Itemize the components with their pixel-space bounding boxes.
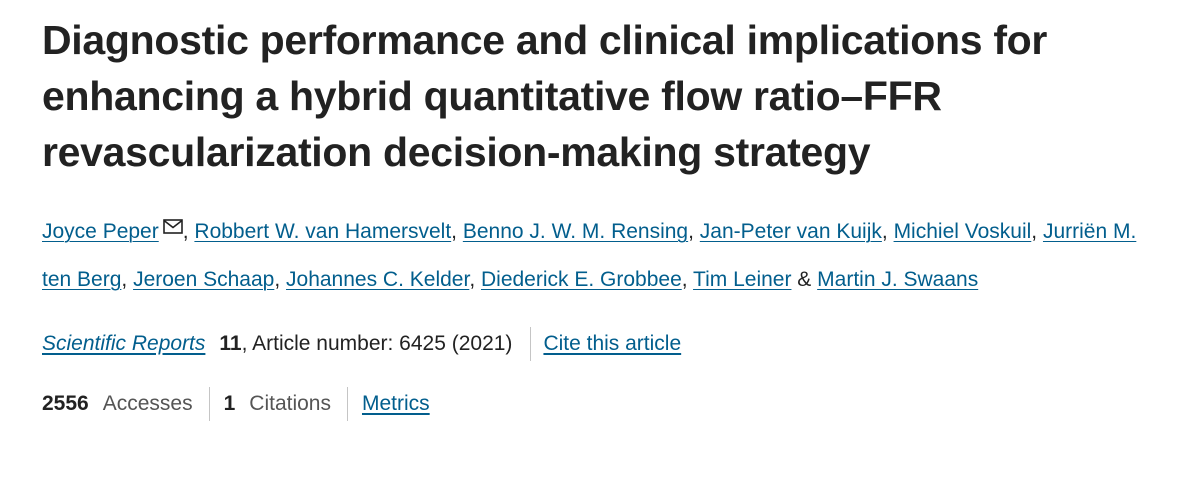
citations-count: 1 xyxy=(223,392,236,415)
mail-icon[interactable] xyxy=(162,219,183,234)
author-separator: , xyxy=(182,220,195,243)
divider xyxy=(208,387,210,421)
author-list: Joyce Peper, Robbert W. van Hamersvelt, … xyxy=(42,208,1162,303)
author-link-johannes-kelder[interactable]: Johannes C. Kelder xyxy=(286,267,470,291)
cite-this-article-link[interactable]: Cite this article xyxy=(543,332,682,355)
author-separator: , xyxy=(274,267,287,291)
author-link-diederick-grobbee[interactable]: Diederick E. Grobbee xyxy=(480,267,682,291)
article-title: Diagnostic performance and clinical impl… xyxy=(42,17,1048,175)
author-link-martin-swaans[interactable]: Martin J. Swaans xyxy=(817,267,979,291)
author-separator: , xyxy=(469,267,481,291)
article-number: , Article number: 6425 (2021) xyxy=(241,332,513,355)
journal-link[interactable]: Scientific Reports xyxy=(42,332,206,355)
author-link-jeroen-schaap[interactable]: Jeroen Schaap xyxy=(133,267,275,291)
author-link-michiel-voskuil[interactable]: Michiel Voskuil xyxy=(893,220,1032,243)
article-header: Diagnostic performance and clinical impl… xyxy=(42,12,1162,421)
author-separator: , xyxy=(681,267,694,291)
journal-info-row: Scientific Reports 11 , Article number: … xyxy=(42,327,1162,361)
author-link-tim-leiner[interactable]: Tim Leiner xyxy=(693,267,792,291)
accesses-label: Accesses xyxy=(102,392,193,415)
citations-label: Citations xyxy=(249,392,331,415)
last-author-separator: & xyxy=(791,267,818,291)
metrics-link[interactable]: Metrics xyxy=(361,392,430,415)
author-separator: , xyxy=(1031,220,1043,243)
author-link-jurrien-ten-berg[interactable]: Jurriën M. ten Berg xyxy=(42,220,1137,291)
author-separator: , xyxy=(881,220,894,243)
author-separator: , xyxy=(688,220,700,243)
author-separator: , xyxy=(121,267,134,291)
divider xyxy=(530,327,532,361)
author-link-jan-peter-van-kuijk[interactable]: Jan-Peter van Kuijk xyxy=(699,220,882,243)
metrics-row: 2556 Accesses 1 Citations Metrics xyxy=(42,387,1162,421)
author-link-joyce-peper[interactable]: Joyce Peper xyxy=(42,220,159,243)
volume-number: 11 xyxy=(219,332,242,355)
divider xyxy=(346,387,348,421)
author-link-benno-rensing[interactable]: Benno J. W. M. Rensing xyxy=(462,220,689,243)
accesses-count: 2556 xyxy=(42,392,89,415)
author-separator: , xyxy=(451,220,463,243)
author-link-robbert-van-hamersvelt[interactable]: Robbert W. van Hamersvelt xyxy=(194,220,452,243)
